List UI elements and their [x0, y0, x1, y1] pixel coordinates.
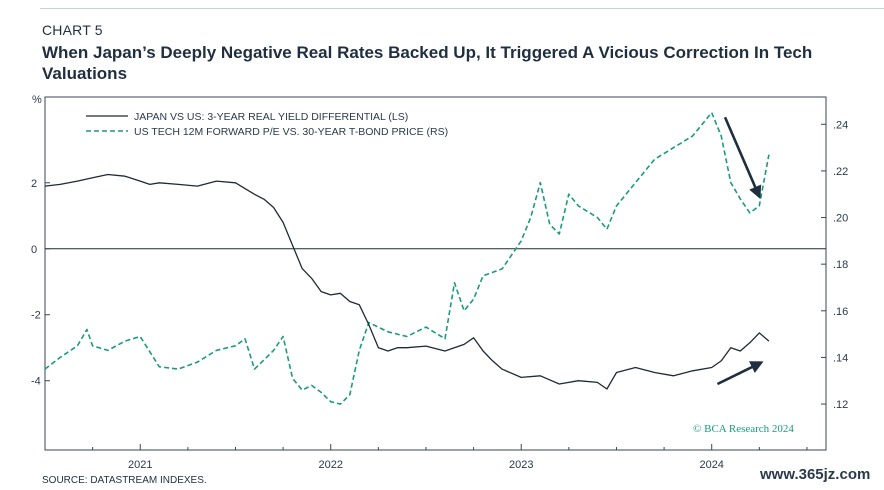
plot-frame: [44, 96, 827, 451]
right-axis-tick-label: .24: [833, 119, 848, 131]
left-axis-tick-label: -2: [31, 310, 41, 322]
series-line-us-tech-pe: [44, 111, 770, 405]
legend-label-us-tech-pe: US TECH 12M FORWARD P/E VS. 30-YEAR T-BO…: [134, 126, 448, 138]
right-axis-tick-label: .14: [833, 352, 848, 364]
x-axis-tick-label: 2021: [128, 459, 152, 471]
left-axis-unit: %: [32, 94, 42, 106]
annotation-arrow-down: [723, 116, 762, 199]
series-line-japan-vs-us: [44, 173, 770, 390]
right-axis-tick-label: .18: [833, 259, 848, 271]
x-axis-tick-label: 2023: [509, 459, 533, 471]
left-axis-tick-label: 0: [31, 244, 37, 256]
copyright-note: © BCA Research 2024: [693, 423, 794, 435]
chart-title: When Japan’s Deeply Negative Real Rates …: [42, 43, 813, 83]
left-axis-tick-label: -4: [31, 376, 41, 388]
left-axis-tick-label: 2: [31, 178, 37, 190]
right-axis-tick-label: .16: [833, 306, 848, 318]
source-note: SOURCE: DATASTREAM INDEXES.: [42, 475, 207, 486]
x-axis-tick-label: 2024: [699, 459, 723, 471]
watermark: www.365jz.com: [760, 466, 871, 483]
right-axis-tick-label: .22: [833, 166, 848, 178]
legend-label-japan-vs-us: JAPAN VS US: 3-YEAR REAL YIELD DIFFERENT…: [134, 111, 408, 123]
right-axis-tick-label: .20: [833, 213, 848, 225]
chart-number: CHART 5: [42, 22, 103, 38]
right-axis-tick-label: .12: [833, 399, 848, 411]
x-axis-tick-label: 2022: [318, 459, 342, 471]
annotation-arrow-up: [716, 361, 764, 386]
top-rule: [40, 8, 884, 9]
